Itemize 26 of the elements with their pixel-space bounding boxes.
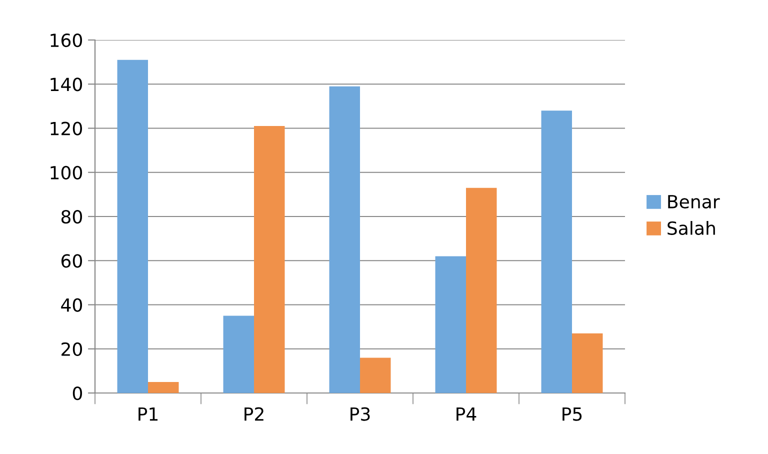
bar xyxy=(117,60,148,393)
x-tick-label: P3 xyxy=(350,407,370,421)
bar xyxy=(360,358,391,393)
bar xyxy=(541,110,572,393)
y-tick-label: 0 xyxy=(72,386,82,400)
y-tick-label: 140 xyxy=(50,78,82,92)
legend-label: Salah xyxy=(668,221,715,235)
bar xyxy=(148,382,179,393)
x-tick-label: P1 xyxy=(138,407,158,421)
x-tick-label: P2 xyxy=(244,407,264,421)
bar xyxy=(254,126,285,393)
y-tick-label: 120 xyxy=(50,122,82,136)
bar xyxy=(329,86,360,393)
y-tick-label: 60 xyxy=(61,254,82,268)
y-tick-label: 100 xyxy=(50,166,82,180)
x-tick-label: P4 xyxy=(456,407,476,421)
y-tick-label: 40 xyxy=(61,298,82,312)
legend-label: Benar xyxy=(668,195,720,208)
y-tick-label: 20 xyxy=(62,342,82,356)
bar xyxy=(435,256,466,393)
bar xyxy=(223,316,254,393)
y-tick-label: 160 xyxy=(50,33,82,48)
bar xyxy=(466,188,497,393)
y-tick-label: 80 xyxy=(61,210,82,224)
x-tick-label: P5 xyxy=(562,407,582,421)
bar xyxy=(572,333,603,393)
